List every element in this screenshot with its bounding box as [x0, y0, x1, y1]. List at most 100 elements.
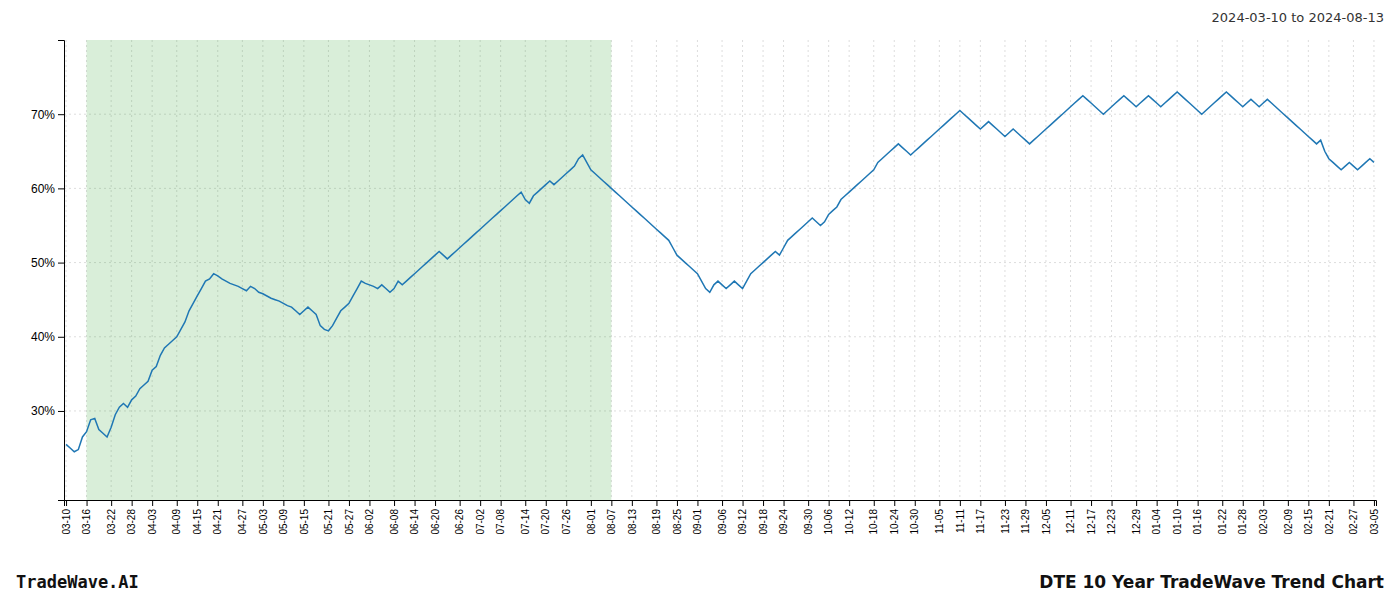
x-tick-label: 10-06: [823, 509, 834, 535]
x-tick-label: 05-15: [299, 509, 310, 535]
x-tick: 02-21: [1324, 500, 1335, 535]
x-tick-label: 06-14: [409, 509, 420, 535]
x-tick-mark: [743, 500, 744, 506]
y-axis-line: [58, 41, 65, 501]
x-tick-mark: [763, 500, 764, 506]
x-tick: 07-08: [495, 500, 506, 535]
x-tick: 12-23: [1106, 500, 1117, 535]
x-grid-line: [1177, 40, 1178, 500]
x-grid-line: [1308, 40, 1309, 500]
x-tick-label: 06-02: [364, 509, 375, 535]
x-tick-label: 06-08: [389, 509, 400, 535]
x-tick-mark: [1136, 500, 1137, 506]
x-tick-label: 09-06: [717, 509, 728, 535]
x-tick: 09-06: [717, 500, 728, 535]
x-grid-line: [697, 40, 698, 500]
y-tick: 70%: [31, 108, 64, 122]
x-tick-label: 02-27: [1348, 509, 1359, 535]
x-tick-mark: [1157, 500, 1158, 506]
x-tick: 04-21: [212, 500, 223, 535]
x-tick-label: 12-29: [1131, 509, 1142, 535]
x-grid-line: [1222, 40, 1223, 500]
y-tick-mark: [58, 263, 64, 264]
x-tick-label: 11-17: [975, 509, 986, 534]
x-tick-mark: [242, 500, 243, 506]
x-tick: 10-12: [844, 500, 855, 535]
chart-container: 30%40%50%60%70%03-1003-1603-2203-2804-03…: [0, 0, 1400, 600]
x-grid-line: [742, 40, 743, 500]
x-tick-mark: [915, 500, 916, 506]
plot-area: 30%40%50%60%70%03-1003-1603-2203-2804-03…: [31, 40, 1380, 535]
x-tick-label: 01-28: [1237, 509, 1248, 535]
y-tick-mark: [58, 114, 64, 115]
x-tick-label: 07-14: [520, 509, 531, 535]
x-tick-mark: [349, 500, 350, 506]
x-tick: 06-02: [364, 500, 375, 535]
x-tick: 08-19: [651, 500, 662, 535]
y-tick-label: 70%: [31, 108, 55, 122]
x-tick-mark: [894, 500, 895, 506]
x-tick-label: 04-15: [192, 509, 203, 535]
x-tick-label: 04-27: [237, 509, 248, 535]
x-tick-mark: [566, 500, 567, 506]
x-tick: 01-22: [1217, 500, 1228, 535]
x-tick-label: 07-26: [561, 509, 572, 535]
x-tick-label: 04-09: [171, 509, 182, 535]
x-tick-mark: [697, 500, 698, 506]
x-tick: 06-08: [389, 500, 400, 535]
x-tick-label: 10-12: [844, 509, 855, 535]
x-tick: 12-11: [1065, 500, 1076, 534]
x-tick-mark: [546, 500, 547, 506]
x-tick-label: 03-16: [81, 509, 92, 535]
x-tick: 06-14: [409, 500, 420, 535]
x-tick: 11-05: [934, 500, 945, 534]
x-tick: 11-11: [955, 500, 966, 533]
x-tick-mark: [435, 500, 436, 506]
x-grid-line: [849, 40, 850, 500]
x-tick: 01-10: [1172, 500, 1183, 535]
x-tick-mark: [1353, 500, 1354, 506]
x-tick-mark: [849, 500, 850, 506]
x-tick-mark: [501, 500, 502, 506]
x-tick: 02-15: [1303, 500, 1314, 535]
x-tick-mark: [1288, 500, 1289, 506]
x-grid-line: [1353, 40, 1354, 500]
grid: [64, 40, 1376, 500]
y-tick-label: 50%: [31, 256, 55, 270]
x-tick: 01-28: [1237, 500, 1248, 535]
chart-svg: 30%40%50%60%70%03-1003-1603-2203-2804-03…: [0, 0, 1400, 600]
y-tick: 50%: [31, 256, 64, 270]
x-tick: 08-13: [627, 500, 638, 535]
x-grid-line: [1263, 40, 1264, 500]
x-tick-mark: [218, 500, 219, 506]
x-tick: 04-15: [192, 500, 203, 535]
x-grid-line: [676, 40, 677, 500]
x-grid-line: [980, 40, 981, 500]
x-tick-label: 08-19: [651, 509, 662, 535]
x-tick-mark: [939, 500, 940, 506]
x-grid-line: [722, 40, 723, 500]
x-tick: 01-16: [1192, 500, 1203, 535]
subtitle: 2024-03-10 to 2024-08-13: [1212, 10, 1384, 25]
x-grid-line: [808, 40, 809, 500]
x-tick-mark: [1198, 500, 1199, 506]
x-grid-line: [959, 40, 960, 500]
x-tick-label: 07-20: [540, 509, 551, 535]
y-axis: 30%40%50%60%70%: [31, 41, 65, 501]
x-tick-label: 07-08: [495, 509, 506, 535]
y-tick-label: 60%: [31, 182, 55, 196]
x-tick-label: 11-23: [1000, 509, 1011, 534]
x-tick: 02-27: [1348, 500, 1359, 535]
x-tick: 04-03: [147, 500, 158, 535]
x-tick-mark: [263, 500, 264, 506]
x-tick: 06-20: [430, 500, 441, 535]
x-tick: 10-18: [868, 500, 879, 535]
x-grid-line: [914, 40, 915, 500]
x-grid-line: [1004, 40, 1005, 500]
x-tick-label: 11-05: [934, 509, 945, 534]
x-tick: 12-17: [1086, 500, 1097, 535]
x-tick-mark: [1112, 500, 1113, 506]
x-tick-label: 01-16: [1192, 509, 1203, 535]
x-tick: 05-09: [278, 500, 289, 535]
x-grid-line: [1287, 40, 1288, 500]
